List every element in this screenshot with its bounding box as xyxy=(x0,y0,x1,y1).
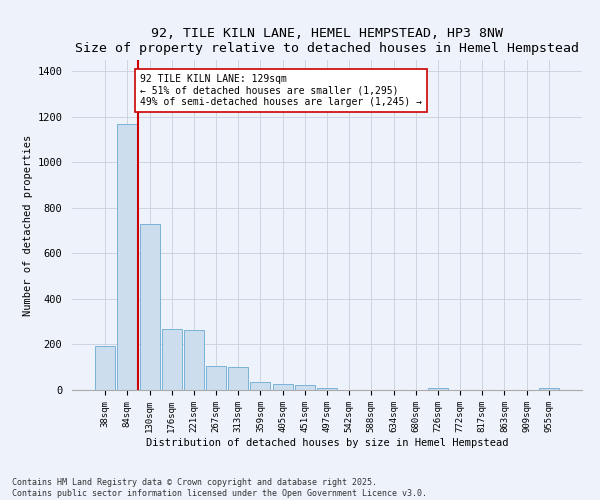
Bar xyxy=(206,366,226,390)
Bar xyxy=(428,388,448,390)
Bar xyxy=(317,388,337,390)
Bar xyxy=(295,385,315,390)
Bar xyxy=(118,124,137,390)
Title: 92, TILE KILN LANE, HEMEL HEMPSTEAD, HP3 8NW
Size of property relative to detach: 92, TILE KILN LANE, HEMEL HEMPSTEAD, HP3… xyxy=(75,26,579,54)
Bar xyxy=(228,367,248,390)
Bar xyxy=(184,330,204,390)
Text: Contains HM Land Registry data © Crown copyright and database right 2025.
Contai: Contains HM Land Registry data © Crown c… xyxy=(12,478,427,498)
Bar xyxy=(162,328,182,390)
Text: 92 TILE KILN LANE: 129sqm
← 51% of detached houses are smaller (1,295)
49% of se: 92 TILE KILN LANE: 129sqm ← 51% of detac… xyxy=(140,74,422,107)
Bar xyxy=(539,388,559,390)
Bar xyxy=(95,346,115,390)
Bar xyxy=(272,384,293,390)
Y-axis label: Number of detached properties: Number of detached properties xyxy=(23,134,33,316)
Bar xyxy=(250,382,271,390)
Bar xyxy=(140,224,160,390)
X-axis label: Distribution of detached houses by size in Hemel Hempstead: Distribution of detached houses by size … xyxy=(146,438,508,448)
